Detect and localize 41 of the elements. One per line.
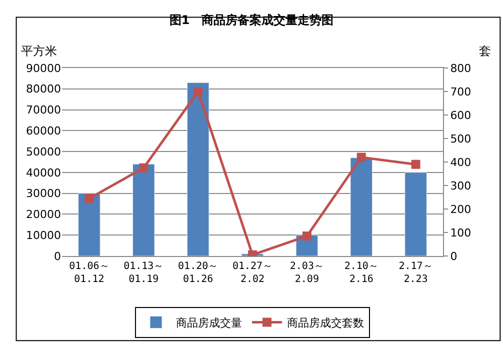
bar bbox=[350, 158, 372, 256]
y-tick-label: 80000 bbox=[26, 82, 61, 96]
y-tick-label: 70000 bbox=[26, 104, 61, 117]
point bbox=[84, 194, 94, 203]
x-tick-label: 01.06～ 01.12 bbox=[69, 261, 110, 285]
y2-tick-label: 700 bbox=[450, 85, 472, 98]
y-tick-label: 10000 bbox=[26, 228, 61, 242]
point bbox=[356, 152, 366, 162]
bar bbox=[186, 82, 210, 256]
y2-tick-label: 400 bbox=[450, 156, 472, 169]
x-tick-label: 01.27～ 2.02 bbox=[232, 261, 273, 285]
y2-tick-label: 600 bbox=[450, 108, 472, 122]
y2-tick-label: 200 bbox=[450, 202, 472, 216]
y2-tick-label: 100 bbox=[450, 226, 472, 240]
bar bbox=[78, 193, 100, 256]
y-tick-label: 60000 bbox=[26, 124, 61, 138]
point bbox=[194, 87, 203, 96]
x-tick-label: 01.13～ 01.19 bbox=[124, 261, 164, 285]
y-tick-label: 30000 bbox=[26, 187, 61, 200]
point bbox=[411, 160, 420, 169]
y2-axis-title: 套 bbox=[479, 44, 491, 58]
bar bbox=[404, 172, 427, 256]
y-tick-label: 0 bbox=[54, 250, 61, 263]
x-tick-label: 2.03～ 2.09 bbox=[290, 261, 324, 285]
y-tick-label: 50000 bbox=[26, 145, 61, 158]
y-axis-title: 平方米 bbox=[21, 44, 57, 58]
point bbox=[139, 163, 148, 172]
bar bbox=[132, 164, 155, 256]
legend-label: 商品房成交套数 bbox=[287, 316, 364, 330]
y2-tick-label: 300 bbox=[450, 179, 472, 192]
x-tick-label: 2.10～ 2.16 bbox=[344, 261, 378, 285]
y2-tick-label: 0 bbox=[450, 250, 458, 263]
y-tick-label: 90000 bbox=[26, 62, 61, 75]
y-tick-label: 40000 bbox=[26, 166, 61, 180]
y2-tick-label: 500 bbox=[450, 132, 472, 146]
y-tick-label: 20000 bbox=[26, 208, 61, 222]
point bbox=[302, 232, 312, 241]
y2-tick-label: 800 bbox=[450, 62, 472, 75]
x-tick-label: 01.20～ 01.26 bbox=[178, 261, 218, 285]
legend-label: 商品房成交量 bbox=[176, 316, 242, 330]
x-tick-label: 2.17～ 2.23 bbox=[398, 261, 433, 285]
